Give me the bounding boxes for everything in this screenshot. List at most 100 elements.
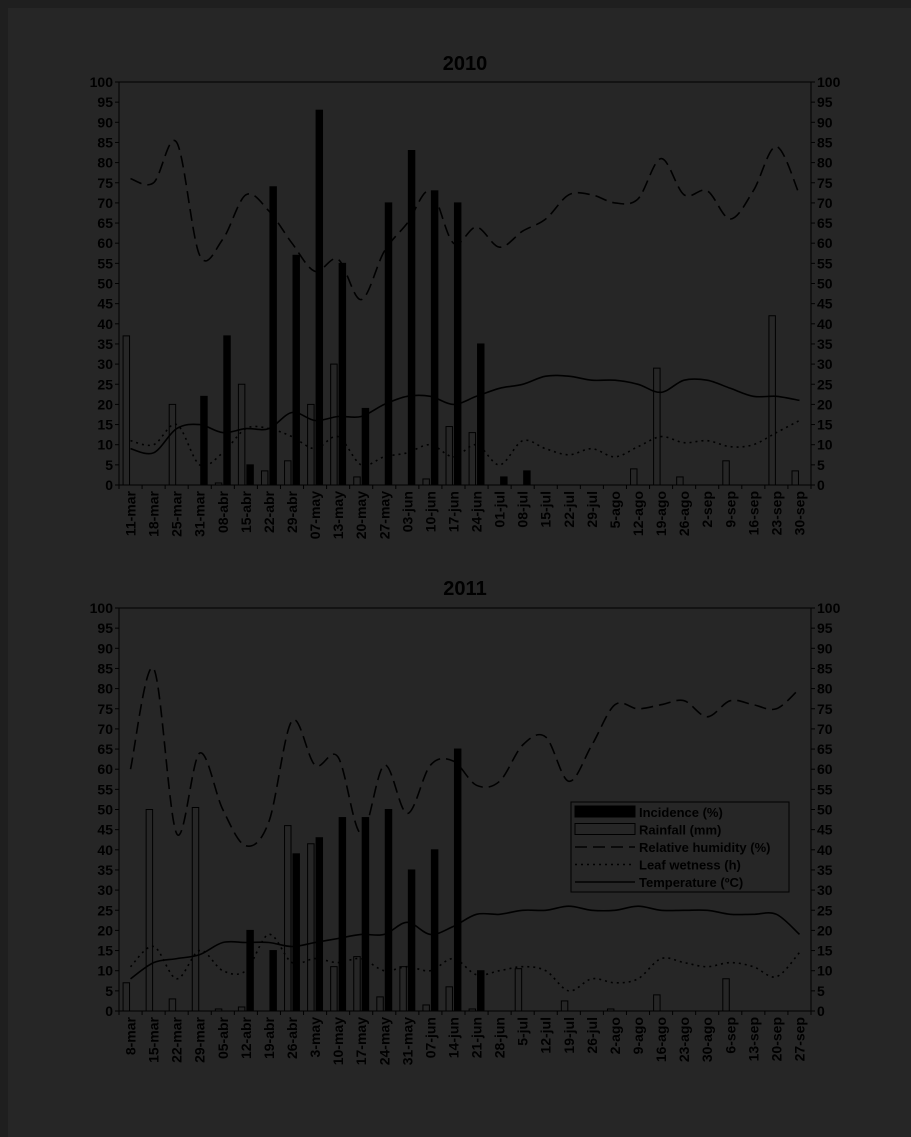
bar-rainfall (237, 383, 246, 486)
y-tick-label-right: 50 (817, 276, 833, 292)
bar-rainfall (630, 468, 638, 486)
y-tick-label-right: 100 (817, 74, 841, 90)
bar-rainfall (284, 825, 292, 1012)
bar-rainfall (260, 470, 269, 486)
bar-incidence (361, 817, 370, 1012)
chart-title: 2011 (443, 578, 486, 600)
x-tick-label: 24-may (376, 1017, 392, 1065)
y-tick-label-right: 85 (817, 660, 833, 676)
x-tick-label: 08-abr (215, 490, 231, 533)
y-tick-label-right: 20 (817, 396, 833, 412)
x-tick-label: 22-jul (561, 491, 577, 528)
series-line-dashed (129, 667, 801, 847)
bar-rainfall (330, 966, 338, 1012)
y-tick-label-left: 80 (97, 155, 113, 171)
bar-rainfall (307, 403, 315, 486)
bar-incidence (384, 809, 393, 1012)
bar-incidence (407, 150, 416, 486)
x-tick-label: 10-may (330, 1017, 346, 1065)
x-tick-label: 01-jul (492, 491, 508, 528)
x-tick-label: 2-sep (699, 491, 715, 528)
y-tick-label-left: 70 (97, 195, 113, 211)
y-tick-label-left: 25 (97, 376, 113, 392)
y-tick-label-left: 20 (97, 396, 113, 412)
x-tick-label: 19-jul (561, 1017, 577, 1054)
bar-rainfall (353, 476, 361, 486)
y-tick-label-left: 50 (97, 802, 113, 818)
y-tick-label-left: 80 (97, 681, 113, 697)
y-tick-label-right: 15 (817, 417, 833, 433)
legend-label: Temperature (ºC) (639, 875, 743, 890)
x-tick-label: 16-sep (745, 491, 761, 535)
bar-incidence (477, 970, 485, 1012)
bar-rainfall (214, 1008, 223, 1012)
bar-incidence (338, 817, 347, 1012)
y-tick-label-left: 0 (105, 1003, 113, 1019)
bar-rainfall (653, 994, 661, 1012)
bar-rainfall (560, 1000, 569, 1012)
y-tick-label-right: 5 (817, 983, 825, 999)
x-tick-label: 9-ago (630, 1017, 646, 1054)
bar-incidence (407, 869, 416, 1012)
bar-rainfall (307, 843, 315, 1012)
x-tick-label: 26-ago (676, 491, 692, 536)
bar-incidence (361, 407, 370, 486)
bar-rainfall (353, 956, 361, 1012)
bar-rainfall (653, 367, 661, 486)
y-tick-label-left: 90 (97, 640, 113, 656)
y-tick-label-right: 10 (817, 437, 833, 453)
x-tick-label: 20-sep (768, 1017, 784, 1061)
x-tick-label: 19-abr (261, 1016, 277, 1059)
bar-incidence (246, 464, 254, 486)
y-tick-label-left: 100 (90, 74, 114, 90)
y-tick-label-right: 75 (817, 701, 833, 717)
y-tick-label-right: 0 (817, 477, 825, 493)
x-tick-label: 29-abr (284, 490, 300, 533)
bar-rainfall (284, 460, 292, 486)
y-tick-label-left: 60 (97, 235, 113, 251)
y-tick-label-right: 60 (817, 235, 833, 251)
y-tick-label-right: 65 (817, 741, 833, 757)
y-tick-label-right: 80 (817, 681, 833, 697)
y-tick-label-left: 15 (97, 417, 113, 433)
y-tick-label-left: 10 (97, 437, 113, 453)
x-tick-label: 12-jul (538, 1017, 554, 1054)
y-tick-label-right: 55 (817, 255, 833, 271)
legend (570, 801, 790, 893)
y-tick-label-right: 20 (817, 922, 833, 938)
bar-rainfall (237, 1006, 246, 1012)
x-tick-label: 16-ago (653, 1017, 669, 1062)
y-tick-label-left: 45 (97, 296, 113, 312)
x-tick-label: 27-sep (791, 1017, 807, 1061)
y-tick-label-left: 60 (97, 761, 113, 777)
y-tick-label-left: 40 (97, 316, 113, 332)
y-tick-label-left: 30 (97, 882, 113, 898)
x-tick-label: 18-mar (146, 490, 162, 536)
bar-rainfall (722, 978, 730, 1012)
x-tick-label: 29-mar (192, 1016, 208, 1062)
x-tick-label: 10-jun (422, 491, 438, 532)
x-tick-label: 19-ago (653, 491, 669, 536)
y-tick-label-right: 45 (817, 296, 833, 312)
bar-incidence (453, 202, 462, 486)
y-tick-label-left: 30 (97, 356, 113, 372)
bar-rainfall (445, 986, 453, 1012)
y-tick-label-left: 10 (97, 963, 113, 979)
legend-swatch-bar (574, 823, 636, 835)
bar-rainfall (768, 315, 776, 486)
bar-incidence (246, 929, 254, 1012)
bar-rainfall (422, 478, 430, 486)
series-line-dotted (129, 933, 801, 992)
y-tick-label-right: 75 (817, 175, 833, 191)
bar-rainfall (606, 1008, 615, 1012)
bar-rainfall (168, 403, 177, 486)
x-tick-label: 13-may (330, 491, 346, 539)
bar-incidence (430, 849, 439, 1012)
bar-rainfall (422, 1004, 430, 1012)
x-tick-label: 20-may (353, 491, 369, 539)
legend-swatch-bar (574, 805, 636, 818)
y-tick-label-right: 25 (817, 902, 833, 918)
x-tick-label: 30-ago (699, 1017, 715, 1062)
